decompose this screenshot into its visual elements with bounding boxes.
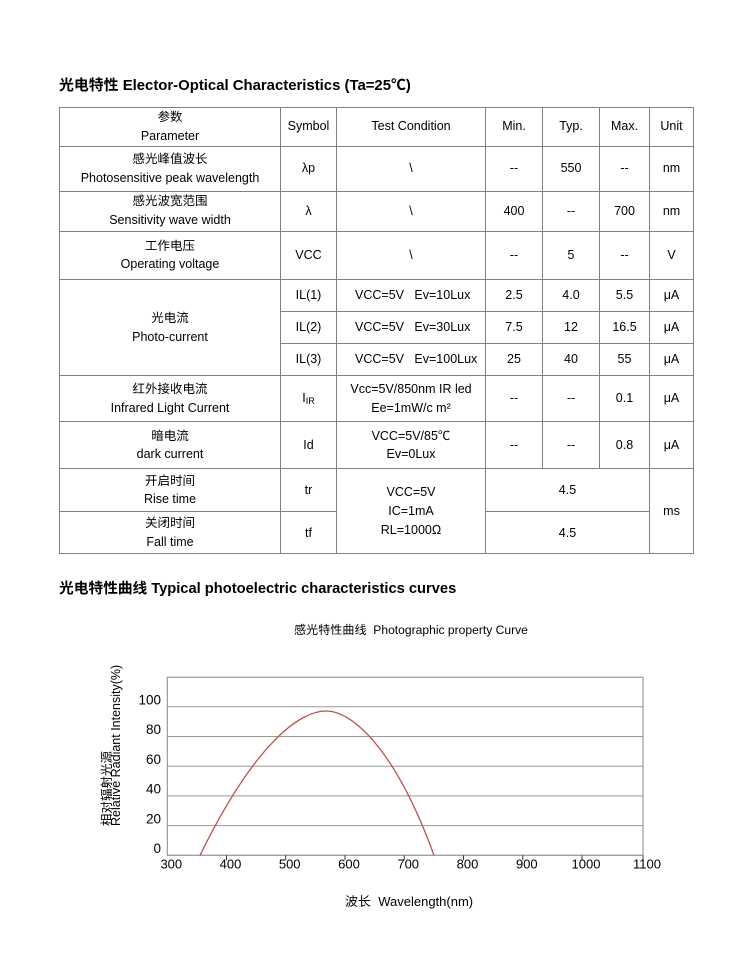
svg-text:600: 600 (338, 857, 360, 872)
svg-text:40: 40 (146, 782, 161, 797)
svg-text:1000: 1000 (572, 857, 601, 872)
svg-text:900: 900 (516, 857, 538, 872)
svg-text:400: 400 (220, 857, 242, 872)
svg-text:100: 100 (138, 693, 161, 708)
svg-text:60: 60 (146, 752, 161, 767)
svg-text:700: 700 (397, 857, 419, 872)
svg-text:800: 800 (457, 857, 479, 872)
svg-text:500: 500 (279, 857, 301, 872)
svg-text:300: 300 (160, 857, 182, 872)
svg-text:1100: 1100 (633, 857, 661, 872)
svg-text:0: 0 (153, 841, 161, 856)
svg-text:80: 80 (146, 722, 161, 737)
svg-text:20: 20 (146, 811, 161, 826)
